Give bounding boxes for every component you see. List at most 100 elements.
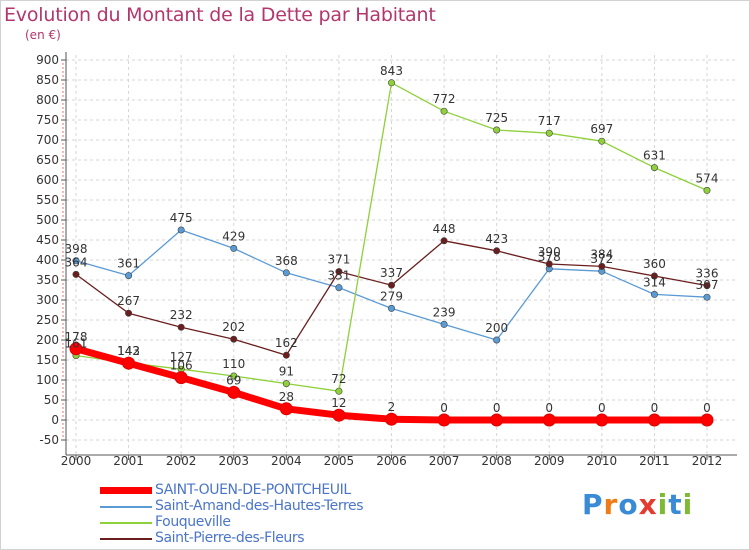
data-point xyxy=(493,247,501,255)
data-label: 372 xyxy=(590,252,613,266)
data-point xyxy=(387,304,395,312)
y-minor-tick xyxy=(62,83,64,85)
data-label: 725 xyxy=(485,111,508,125)
y-minor-tick xyxy=(62,171,64,173)
data-label: 336 xyxy=(696,267,719,281)
y-minor-tick xyxy=(62,275,64,277)
data-label: 364 xyxy=(65,255,88,269)
data-label: 390 xyxy=(538,245,561,259)
y-tick-label: 300 xyxy=(36,293,59,307)
y-tick-label: 200 xyxy=(36,333,59,347)
y-minor-tick xyxy=(62,203,64,205)
data-point xyxy=(282,380,290,388)
y-minor-tick xyxy=(62,323,64,325)
y-minor-tick xyxy=(62,295,64,297)
y-minor-tick xyxy=(62,115,64,117)
y-minor-tick xyxy=(62,163,64,165)
data-point xyxy=(332,408,346,422)
data-point xyxy=(440,320,448,328)
grid xyxy=(66,55,737,455)
y-minor-tick xyxy=(62,291,64,293)
logo-letter: r xyxy=(603,488,619,521)
data-label: 307 xyxy=(696,278,719,292)
y-minor-tick xyxy=(62,423,64,425)
x-tick-label: 2001 xyxy=(113,454,144,468)
y-minor-tick xyxy=(62,343,64,345)
y-minor-tick xyxy=(62,355,64,357)
y-minor-tick xyxy=(62,103,64,105)
data-label: 574 xyxy=(696,171,719,185)
data-label: 360 xyxy=(643,257,666,271)
y-minor-tick xyxy=(62,211,64,213)
data-label: 475 xyxy=(170,211,193,225)
y-minor-tick xyxy=(62,135,64,137)
data-point xyxy=(385,412,398,426)
proxiti-logo: Proxiti xyxy=(582,488,693,521)
y-minor-tick xyxy=(62,231,64,233)
data-point xyxy=(122,356,136,370)
data-point xyxy=(542,413,556,427)
y-tick-label: 50 xyxy=(44,393,59,407)
x-tick-label: 2003 xyxy=(218,454,249,468)
data-point xyxy=(650,290,658,298)
y-minor-tick xyxy=(62,95,64,97)
data-label: 314 xyxy=(643,275,666,289)
y-minor-tick xyxy=(62,123,64,125)
y-minor-tick xyxy=(62,427,64,429)
data-point xyxy=(647,413,661,427)
data-point xyxy=(703,282,711,290)
y-minor-tick xyxy=(62,263,64,265)
data-point xyxy=(177,226,185,234)
data-label: 2 xyxy=(388,400,396,414)
axes: -500501001502002503003504004505005506006… xyxy=(36,52,737,468)
data-label: 429 xyxy=(222,229,245,243)
y-minor-tick xyxy=(62,235,64,237)
data-point xyxy=(700,413,714,427)
data-point xyxy=(650,164,658,172)
logo-letter: o xyxy=(618,488,639,521)
x-tick-label: 2009 xyxy=(534,454,565,468)
y-minor-tick xyxy=(62,331,64,333)
x-tick-label: 2011 xyxy=(639,454,670,468)
data-point xyxy=(387,281,395,289)
data-label: 142 xyxy=(117,344,140,358)
y-tick-label: 500 xyxy=(36,213,59,227)
x-tick-label: 2006 xyxy=(376,454,407,468)
y-minor-tick xyxy=(62,375,64,377)
legend-label: Saint-Amand-des-Hautes-Terres xyxy=(155,498,364,514)
y-tick-label: 100 xyxy=(36,373,59,387)
data-point xyxy=(230,335,238,343)
data-label: 12 xyxy=(331,396,346,410)
x-tick-label: 2008 xyxy=(481,454,512,468)
y-minor-tick xyxy=(62,207,64,209)
y-minor-tick xyxy=(62,187,64,189)
y-tick-label: 800 xyxy=(36,93,59,107)
data-point xyxy=(335,387,343,395)
y-minor-tick xyxy=(62,327,64,329)
y-minor-tick xyxy=(62,191,64,193)
y-tick-label: -50 xyxy=(39,433,59,447)
data-label: 378 xyxy=(538,250,561,264)
y-minor-tick xyxy=(62,243,64,245)
data-label: 361 xyxy=(117,257,140,271)
y-minor-tick xyxy=(62,367,64,369)
y-minor-tick xyxy=(62,267,64,269)
legend-label: Fouqueville xyxy=(155,514,231,530)
x-tick-label: 2007 xyxy=(429,454,460,468)
data-label: 423 xyxy=(485,232,508,246)
x-tick-label: 2002 xyxy=(166,454,197,468)
logo-letter: i xyxy=(657,488,669,521)
data-label: 239 xyxy=(433,305,456,319)
data-label: 0 xyxy=(703,401,711,415)
data-label: 267 xyxy=(117,294,140,308)
data-point xyxy=(493,126,501,134)
y-minor-tick xyxy=(62,307,64,309)
data-label: 0 xyxy=(493,401,501,415)
chart-subtitle: (en €) xyxy=(25,28,61,42)
y-tick-label: 250 xyxy=(36,313,59,327)
y-tick-label: 550 xyxy=(36,193,59,207)
y-minor-tick xyxy=(62,151,64,153)
y-minor-tick xyxy=(62,183,64,185)
data-label: 127 xyxy=(170,350,193,364)
